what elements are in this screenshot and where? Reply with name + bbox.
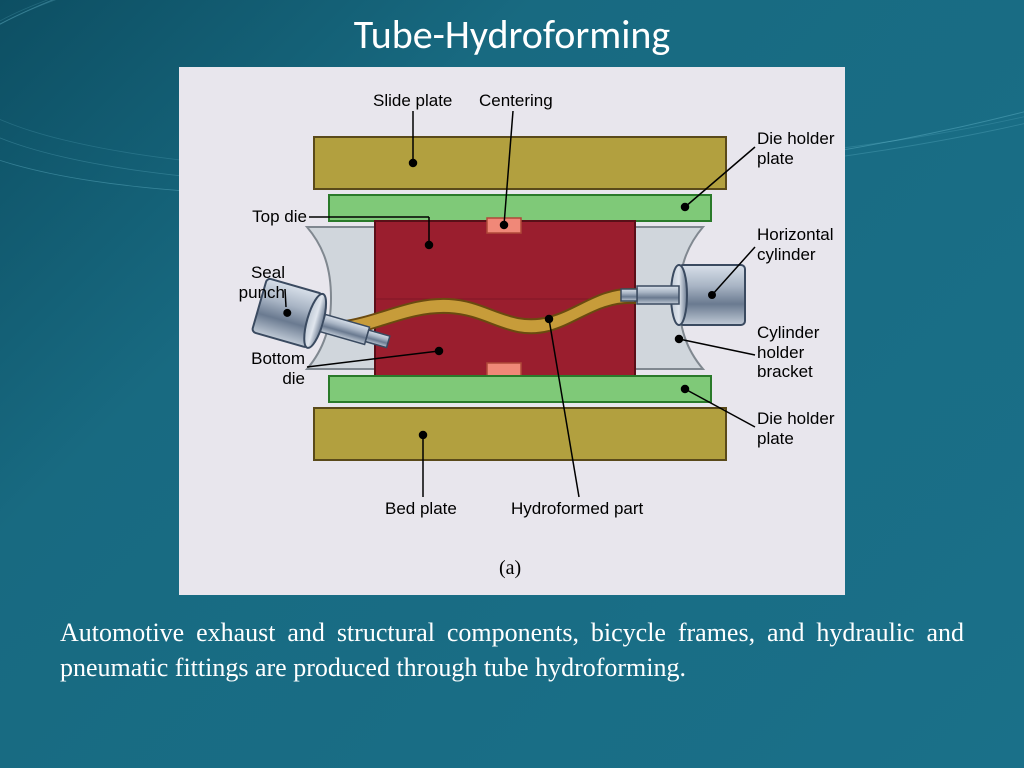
die-holder-bot-shape bbox=[329, 376, 711, 402]
slide-content: Tube-Hydroforming bbox=[0, 0, 1024, 768]
label-hydroformed-part: Hydroformed part bbox=[511, 499, 643, 519]
slide-title: Tube-Hydroforming bbox=[60, 10, 964, 59]
label-die-holder-top: Die holder plate bbox=[757, 129, 835, 168]
label-cylinder-holder-bracket: Cylinder holder bracket bbox=[757, 323, 819, 382]
hydroforming-diagram: Slide plate Centering Die holder plate T… bbox=[179, 67, 845, 595]
label-seal-punch: Seal punch bbox=[233, 263, 285, 302]
label-centering: Centering bbox=[479, 91, 553, 111]
diagram-container: Slide plate Centering Die holder plate T… bbox=[60, 67, 964, 595]
label-top-die: Top die bbox=[249, 207, 307, 227]
slide-plate-shape bbox=[314, 137, 726, 189]
label-horizontal-cylinder: Horizontal cylinder bbox=[757, 225, 834, 264]
figure-sublabel: (a) bbox=[499, 557, 521, 580]
label-bottom-die: Bottom die bbox=[247, 349, 305, 388]
label-slide-plate: Slide plate bbox=[373, 91, 452, 111]
slide-caption: Automotive exhaust and structural compon… bbox=[60, 615, 964, 685]
label-bed-plate: Bed plate bbox=[385, 499, 457, 519]
label-die-holder-bottom: Die holder plate bbox=[757, 409, 835, 448]
bed-plate-shape bbox=[314, 408, 726, 460]
